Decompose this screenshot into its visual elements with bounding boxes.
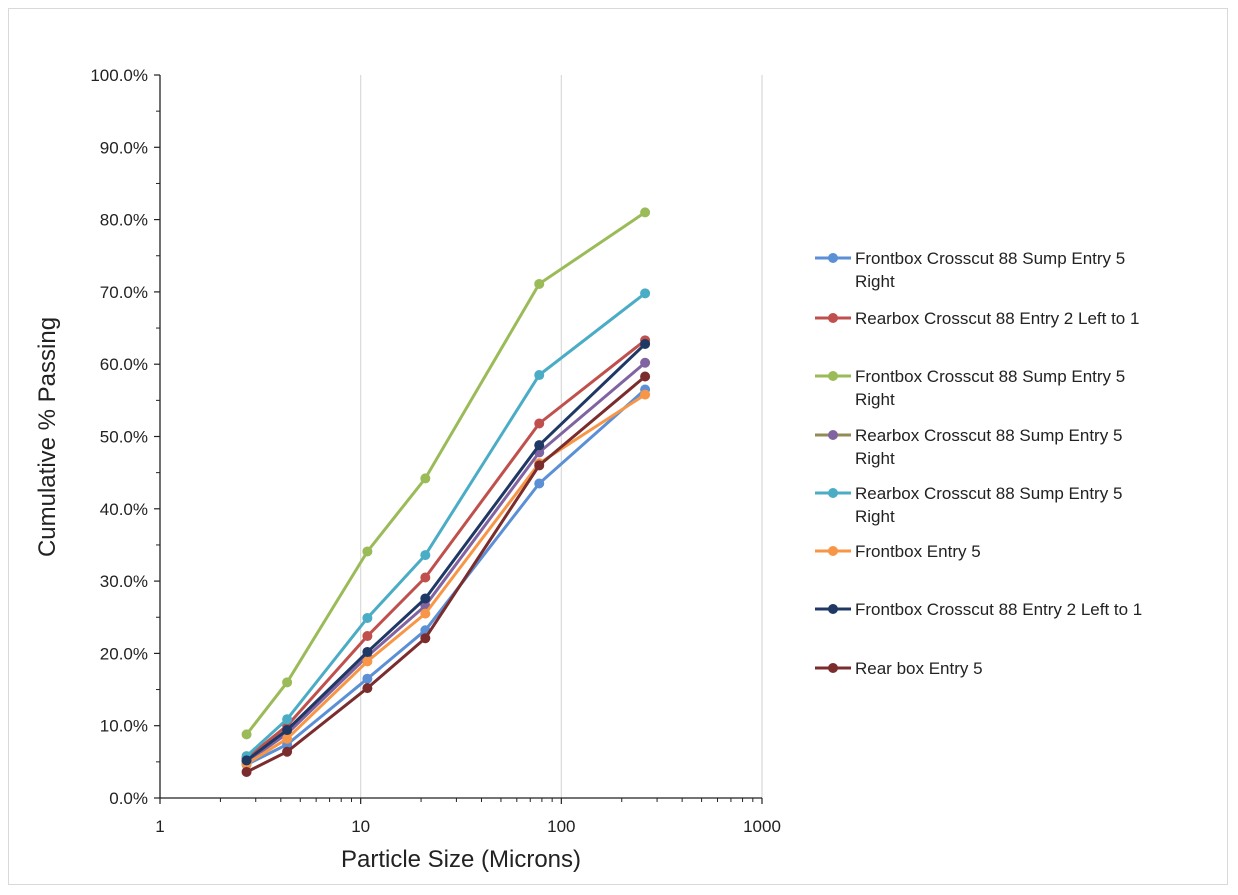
- series-line: [245, 292, 647, 758]
- data-point: [640, 371, 651, 382]
- data-point: [241, 729, 252, 740]
- legend-label: Rearbox Crosscut 88 Sump Entry 5 Right: [855, 426, 1122, 468]
- y-tick-label: 60.0%: [100, 355, 148, 374]
- data-point: [420, 572, 431, 583]
- legend-item: Rear box Entry 5: [815, 659, 983, 678]
- data-point: [534, 370, 545, 381]
- data-point: [640, 338, 651, 349]
- series-5: [241, 288, 651, 762]
- y-tick-label: 0.0%: [109, 789, 148, 808]
- series-3: [241, 207, 651, 740]
- legend-label: Frontbox Crosscut 88 Entry 2 Left to 1: [855, 600, 1142, 619]
- legend-item: Rearbox Crosscut 88 Entry 2 Left to 1: [815, 309, 1139, 328]
- series-4: [241, 357, 651, 767]
- data-point: [362, 656, 373, 667]
- data-point: [534, 418, 545, 429]
- data-point: [362, 612, 373, 623]
- y-tick-label: 50.0%: [100, 428, 148, 447]
- data-point: [420, 550, 431, 561]
- series-7: [241, 338, 651, 766]
- x-tick-label: 1000: [743, 817, 781, 836]
- data-point: [534, 440, 545, 451]
- legend-swatch-marker: [828, 488, 838, 498]
- data-point: [362, 673, 373, 684]
- x-tick-label: 100: [547, 817, 575, 836]
- data-point: [241, 766, 252, 777]
- x-axis-title: Particle Size (Microns): [341, 846, 581, 873]
- y-tick-label: 40.0%: [100, 500, 148, 519]
- data-point: [640, 288, 651, 299]
- data-point: [362, 631, 373, 642]
- data-point: [534, 478, 545, 489]
- y-tick-label: 80.0%: [100, 211, 148, 230]
- legend: Frontbox Crosscut 88 Sump Entry 5 Right Re…: [815, 249, 1142, 678]
- data-point: [282, 714, 293, 725]
- legend-label: Rearbox Crosscut 88 Sump Entry 5 Right: [855, 484, 1122, 526]
- series-line: [245, 342, 647, 762]
- legend-swatch-marker: [828, 546, 838, 556]
- legend-label: Frontbox Crosscut 88 Sump Entry 5 Right: [855, 367, 1125, 409]
- y-tick-label: 100.0%: [90, 66, 148, 85]
- data-point: [362, 546, 373, 557]
- y-tick-label: 70.0%: [100, 283, 148, 302]
- series-layer: [241, 207, 651, 777]
- data-point: [420, 633, 431, 644]
- data-point: [241, 755, 252, 766]
- series-line: [245, 361, 647, 764]
- y-tick-label: 10.0%: [100, 717, 148, 736]
- y-axis-title: Cumulative % Passing: [34, 317, 61, 557]
- legend-swatch-marker: [828, 663, 838, 673]
- legend-item: Rearbox Crosscut 88 Sump Entry 5 Right: [815, 484, 1122, 526]
- axes: 0.0% 10.0% 20.0% 30.0% 40.0% 50.0% 60.0% 70.0% 8…: [90, 66, 781, 836]
- data-point: [420, 473, 431, 484]
- legend-label: Frontbox Entry 5: [855, 542, 981, 561]
- legend-item: Frontbox Entry 5: [815, 542, 981, 561]
- data-point: [282, 733, 293, 744]
- x-tick-label: 10: [351, 817, 370, 836]
- legend-swatch-marker: [828, 430, 838, 440]
- series-8: [241, 371, 651, 777]
- legend-label: Rearbox Crosscut 88 Entry 2 Left to 1: [855, 309, 1139, 328]
- legend-swatch-marker: [828, 604, 838, 614]
- legend-swatch-marker: [828, 371, 838, 381]
- y-tick-label: 90.0%: [100, 138, 148, 157]
- data-point: [640, 357, 651, 368]
- data-point: [282, 746, 293, 757]
- data-point: [534, 278, 545, 289]
- legend-item: Frontbox Crosscut 88 Sump Entry 5 Right: [815, 367, 1125, 409]
- y-tick-label: 30.0%: [100, 572, 148, 591]
- series-line: [245, 375, 647, 774]
- data-point: [420, 608, 431, 619]
- chart-frame: [8, 8, 1228, 885]
- series-line: [245, 339, 647, 760]
- series-line: [245, 388, 647, 767]
- legend-item: Rearbox Crosscut 88 Sump Entry 5 Right: [815, 426, 1122, 468]
- data-point: [282, 677, 293, 688]
- data-point: [640, 389, 651, 400]
- y-tick-label: 20.0%: [100, 644, 148, 663]
- legend-swatch-marker: [828, 313, 838, 323]
- data-point: [640, 207, 651, 218]
- legend-item: Frontbox Crosscut 88 Sump Entry 5 Right: [815, 249, 1125, 291]
- x-tick-label: 1: [155, 817, 164, 836]
- data-point: [282, 725, 293, 736]
- data-point: [420, 593, 431, 604]
- legend-swatch-marker: [828, 253, 838, 263]
- data-point: [362, 646, 373, 657]
- legend-label: Rear box Entry 5: [855, 659, 983, 678]
- grid-lines: [360, 75, 763, 798]
- data-point: [534, 460, 545, 471]
- legend-label: Frontbox Crosscut 88 Sump Entry 5 Right: [855, 249, 1125, 291]
- legend-item: Frontbox Crosscut 88 Entry 2 Left to 1: [815, 600, 1142, 619]
- series-line: [245, 211, 646, 736]
- data-point: [362, 683, 373, 694]
